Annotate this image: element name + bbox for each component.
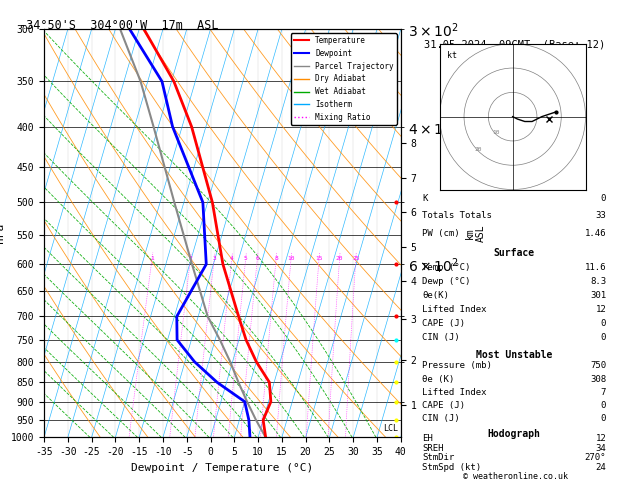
Text: CAPE (J): CAPE (J) (422, 319, 465, 328)
Text: 1.46: 1.46 (585, 229, 606, 238)
Text: LCL: LCL (384, 424, 398, 434)
Text: 12: 12 (596, 434, 606, 443)
Text: EH: EH (422, 434, 433, 443)
Text: StmDir: StmDir (422, 453, 455, 462)
Text: Temp (°C): Temp (°C) (422, 263, 470, 273)
Text: PW (cm): PW (cm) (422, 229, 460, 238)
Text: Pressure (mb): Pressure (mb) (422, 362, 492, 370)
Text: 0: 0 (601, 333, 606, 342)
Text: Totals Totals: Totals Totals (422, 211, 492, 221)
Text: θe (K): θe (K) (422, 375, 455, 383)
Text: 20: 20 (475, 147, 482, 152)
Text: 0: 0 (601, 401, 606, 410)
Text: θe(K): θe(K) (422, 292, 449, 300)
Text: 20: 20 (336, 256, 343, 261)
Text: Lifted Index: Lifted Index (422, 305, 487, 314)
Text: 10: 10 (287, 256, 295, 261)
Text: Most Unstable: Most Unstable (476, 350, 552, 360)
Text: 1: 1 (150, 256, 154, 261)
Text: 33: 33 (596, 211, 606, 221)
Text: CIN (J): CIN (J) (422, 414, 460, 423)
Text: 25: 25 (352, 256, 360, 261)
Text: 4: 4 (230, 256, 234, 261)
Text: 15: 15 (315, 256, 323, 261)
Text: 6: 6 (255, 256, 259, 261)
Text: 750: 750 (590, 362, 606, 370)
Text: 301: 301 (590, 292, 606, 300)
Text: CIN (J): CIN (J) (422, 333, 460, 342)
Text: Hodograph: Hodograph (487, 429, 541, 439)
Text: 5: 5 (244, 256, 248, 261)
Text: 8: 8 (274, 256, 278, 261)
Text: 34: 34 (596, 444, 606, 453)
Text: 7: 7 (601, 388, 606, 397)
Text: 2: 2 (189, 256, 192, 261)
Text: 11.6: 11.6 (585, 263, 606, 273)
Text: Surface: Surface (494, 248, 535, 259)
Text: 0: 0 (601, 414, 606, 423)
Text: 270°: 270° (585, 453, 606, 462)
Text: 12: 12 (596, 305, 606, 314)
Text: 0: 0 (601, 319, 606, 328)
Text: Dewp (°C): Dewp (°C) (422, 278, 470, 286)
Text: 10: 10 (492, 130, 499, 135)
Text: SREH: SREH (422, 444, 443, 453)
Text: 31.05.2024  09GMT  (Base: 12): 31.05.2024 09GMT (Base: 12) (424, 39, 605, 50)
Text: 308: 308 (590, 375, 606, 383)
Text: 8.3: 8.3 (590, 278, 606, 286)
Text: Lifted Index: Lifted Index (422, 388, 487, 397)
Text: © weatheronline.co.uk: © weatheronline.co.uk (464, 472, 568, 481)
Text: CAPE (J): CAPE (J) (422, 401, 465, 410)
Text: StmSpd (kt): StmSpd (kt) (422, 463, 481, 472)
Text: K: K (422, 194, 428, 203)
X-axis label: Dewpoint / Temperature (°C): Dewpoint / Temperature (°C) (131, 463, 313, 473)
Text: kt: kt (447, 51, 457, 60)
Text: 24: 24 (596, 463, 606, 472)
Text: 0: 0 (601, 194, 606, 203)
Y-axis label: hPa: hPa (0, 223, 5, 243)
Y-axis label: km
ASL: km ASL (465, 225, 486, 242)
Text: 3: 3 (213, 256, 216, 261)
Text: -34°50'S  304°00'W  17m  ASL: -34°50'S 304°00'W 17m ASL (19, 19, 218, 33)
Legend: Temperature, Dewpoint, Parcel Trajectory, Dry Adiabat, Wet Adiabat, Isotherm, Mi: Temperature, Dewpoint, Parcel Trajectory… (291, 33, 397, 125)
